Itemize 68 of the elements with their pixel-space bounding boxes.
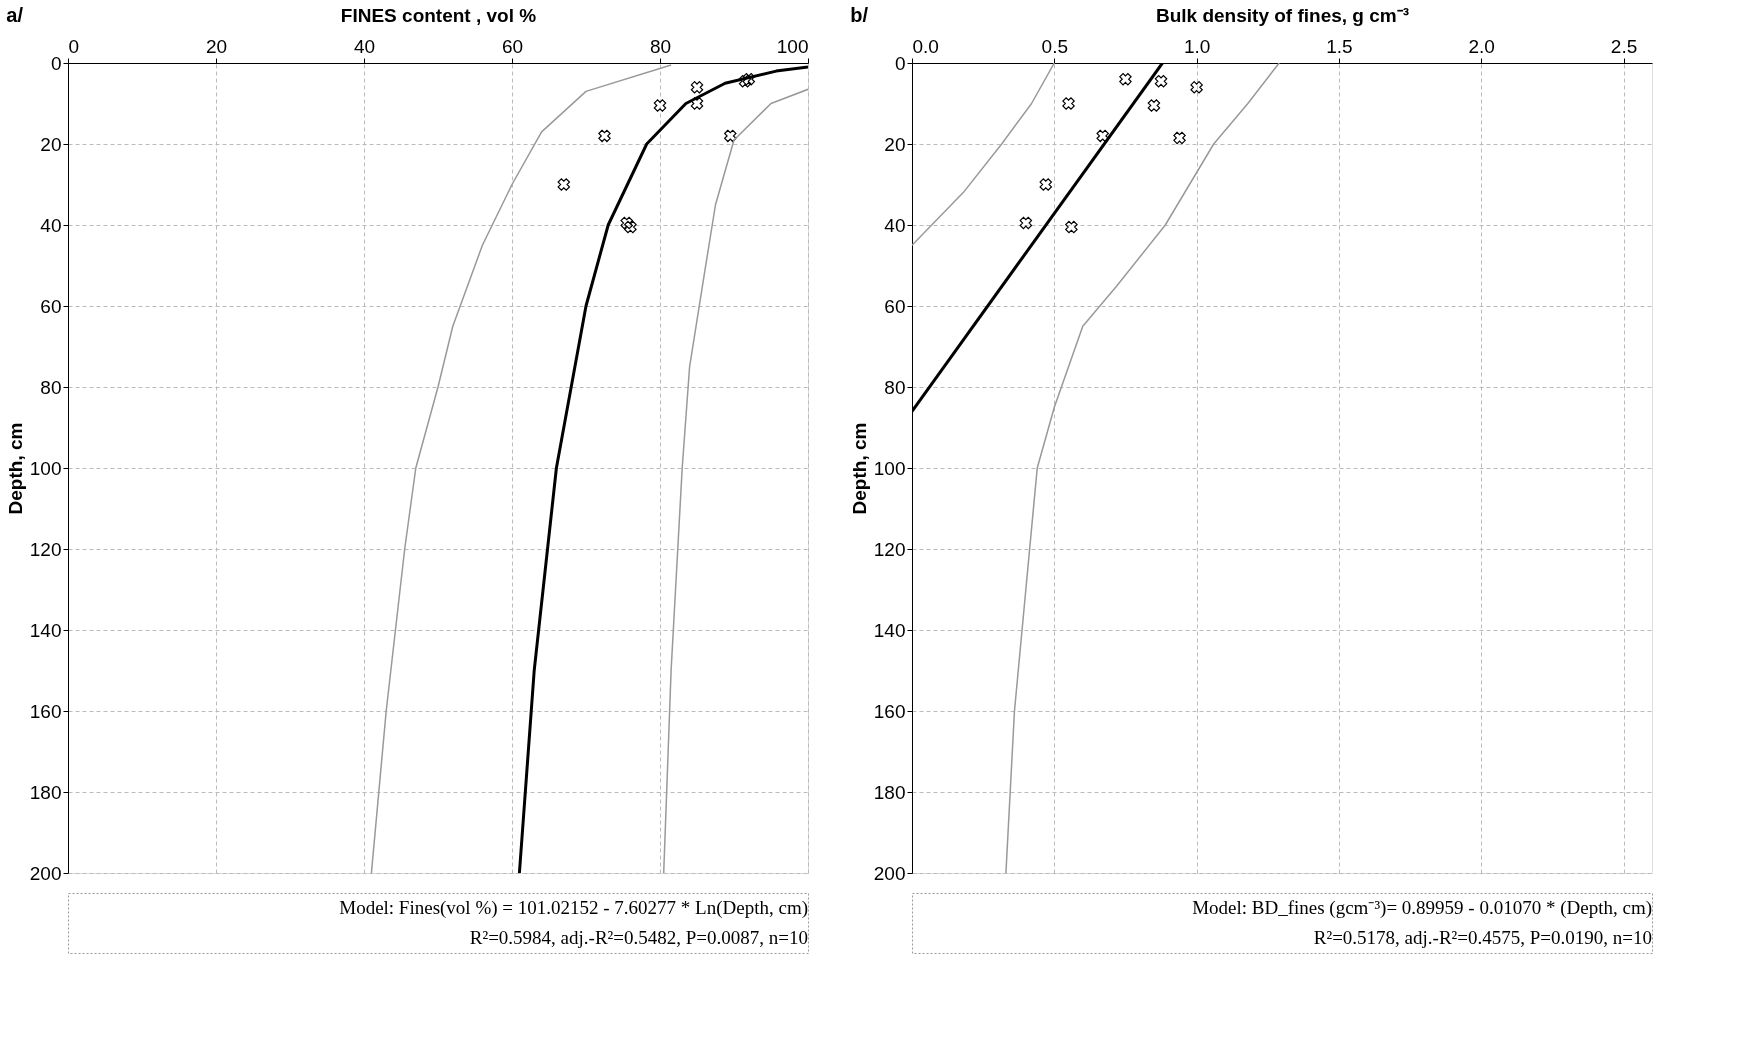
x-tick-label: 100 bbox=[776, 35, 809, 57]
y-tick-label: 40 bbox=[40, 214, 62, 236]
line-series bbox=[1005, 63, 1280, 873]
x-tick-label: 40 bbox=[353, 35, 376, 57]
y-axis-title: Depth, cm bbox=[848, 422, 870, 515]
y-tick-label: 160 bbox=[873, 700, 906, 722]
x-tick-label: 80 bbox=[649, 35, 672, 57]
point bbox=[1096, 129, 1109, 143]
x-axis-title: Bulk density of fines, g cm⁻³ bbox=[1155, 4, 1410, 26]
point bbox=[557, 178, 571, 191]
text: R²=0.5178, adj.-R²=0.4575, P=0.0190, n=10 bbox=[1313, 927, 1652, 948]
y-tick-label: 60 bbox=[884, 295, 906, 317]
y-tick-label: 120 bbox=[29, 538, 62, 560]
x-tick-label: 60 bbox=[501, 35, 524, 57]
y-tick-label: 100 bbox=[873, 457, 906, 479]
x-tick-label: 0 bbox=[68, 35, 80, 57]
y-tick-label: 200 bbox=[873, 862, 906, 884]
point bbox=[1065, 220, 1078, 234]
y-tick-label: 100 bbox=[29, 457, 62, 479]
y-tick-label: 0 bbox=[894, 52, 906, 74]
x-tick-label: 2.0 bbox=[1468, 35, 1495, 57]
y-tick-label: 160 bbox=[29, 700, 62, 722]
line-series bbox=[662, 88, 808, 873]
y-tick-label: 60 bbox=[40, 295, 62, 317]
point bbox=[1039, 178, 1053, 191]
x-tick-label: 0.0 bbox=[912, 35, 939, 57]
y-tick-label: 140 bbox=[29, 619, 62, 641]
y-tick-label: 40 bbox=[884, 214, 906, 236]
x-tick-label: 0.5 bbox=[1041, 35, 1069, 57]
text: b/ bbox=[850, 4, 869, 26]
point bbox=[690, 97, 704, 110]
y-tick-label: 120 bbox=[873, 538, 906, 560]
point bbox=[624, 220, 637, 234]
y-tick-label: 80 bbox=[884, 376, 906, 398]
point bbox=[742, 72, 756, 86]
x-tick-label: 1.5 bbox=[1326, 35, 1353, 57]
y-tick-label: 20 bbox=[884, 133, 906, 155]
point bbox=[620, 216, 633, 230]
point bbox=[738, 74, 752, 88]
x-tick-label: 1.0 bbox=[1183, 35, 1211, 57]
line-series bbox=[370, 64, 672, 873]
point bbox=[1062, 97, 1075, 110]
point bbox=[1119, 72, 1132, 86]
y-tick-label: 140 bbox=[873, 619, 906, 641]
point bbox=[1147, 99, 1161, 112]
point bbox=[653, 99, 667, 112]
line-series bbox=[912, 63, 1056, 246]
point bbox=[1173, 131, 1186, 145]
text: Model: BD_fines (gcm⁻³)= 0.89959 - 0.01070 * (Depth, cm) bbox=[1192, 897, 1652, 919]
y-tick-label: 20 bbox=[40, 133, 62, 155]
point bbox=[1154, 74, 1168, 88]
point bbox=[1190, 81, 1203, 94]
x-axis-title: FINES content , vol % bbox=[340, 4, 537, 26]
x-tick-label: 20 bbox=[205, 35, 228, 57]
point bbox=[598, 129, 611, 143]
text: a/ bbox=[6, 4, 24, 26]
point bbox=[1019, 216, 1033, 230]
y-tick-label: 0 bbox=[50, 52, 62, 74]
y-axis-title: Depth, cm bbox=[4, 422, 26, 515]
text: R²=0.5984, adj.-R²=0.5482, P=0.0087, n=10 bbox=[469, 927, 808, 948]
y-tick-label: 180 bbox=[873, 781, 906, 803]
point bbox=[724, 129, 737, 143]
y-tick-label: 80 bbox=[40, 376, 62, 398]
text: Model: Fines(vol %) = 101.02152 - 7.60277 * Ln(Depth, cm) bbox=[339, 897, 808, 919]
y-tick-label: 200 bbox=[29, 862, 62, 884]
y-tick-label: 180 bbox=[29, 781, 62, 803]
x-tick-label: 2.5 bbox=[1610, 35, 1638, 57]
point bbox=[690, 81, 704, 94]
